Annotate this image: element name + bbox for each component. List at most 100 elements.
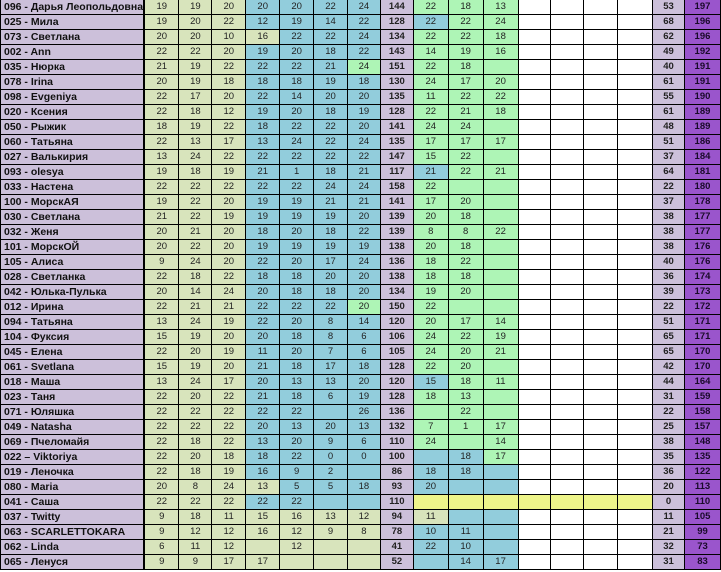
empty-score-cell[interactable] — [517, 329, 552, 345]
score-cell[interactable]: 19 — [447, 44, 484, 60]
empty-score-cell[interactable] — [517, 494, 552, 510]
score-cell[interactable]: 19 — [245, 194, 281, 210]
score-cell[interactable] — [412, 404, 449, 420]
empty-score-cell[interactable] — [583, 329, 619, 345]
empty-score-cell[interactable] — [517, 59, 552, 75]
participant-name-cell[interactable]: 049 - Natasha — [0, 419, 146, 435]
score-cell[interactable]: 18 — [178, 164, 213, 180]
subtotal-cell[interactable]: 134 — [379, 284, 414, 300]
score-cell[interactable]: 19 — [313, 239, 348, 255]
score-cell[interactable]: 20 — [412, 239, 449, 255]
score-cell[interactable]: 14 — [313, 14, 348, 30]
score-cell[interactable]: 19 — [143, 14, 180, 30]
total-cell[interactable]: 178 — [683, 194, 721, 210]
score-cell[interactable]: 13 — [143, 149, 180, 165]
empty-score-cell[interactable] — [617, 479, 654, 495]
score-cell[interactable]: 20 — [313, 89, 348, 105]
subtotal-cell[interactable]: 38 — [652, 434, 685, 450]
empty-score-cell[interactable] — [550, 314, 585, 330]
score-cell[interactable]: 18 — [211, 449, 247, 465]
empty-score-cell[interactable] — [617, 44, 654, 60]
score-cell[interactable]: 20 — [412, 479, 449, 495]
empty-score-cell[interactable] — [550, 269, 585, 285]
participant-name-cell[interactable]: 060 - Татьяна — [0, 134, 146, 150]
score-cell[interactable]: 21 — [482, 164, 519, 180]
empty-score-cell[interactable] — [617, 164, 654, 180]
total-cell[interactable]: 192 — [683, 44, 721, 60]
score-cell[interactable] — [482, 359, 519, 375]
empty-score-cell[interactable] — [583, 284, 619, 300]
empty-score-cell[interactable] — [583, 314, 619, 330]
score-cell[interactable]: 0 — [313, 449, 348, 465]
score-cell[interactable]: 20 — [279, 104, 315, 120]
subtotal-cell[interactable]: 120 — [379, 314, 414, 330]
score-cell[interactable]: 22 — [143, 104, 180, 120]
score-cell[interactable]: 18 — [447, 59, 484, 75]
empty-score-cell[interactable] — [617, 389, 654, 405]
total-cell[interactable]: 197 — [683, 0, 721, 15]
total-cell[interactable]: 176 — [683, 254, 721, 270]
total-cell[interactable]: 157 — [683, 419, 721, 435]
participant-name-cell[interactable]: 104 - Фуксия — [0, 329, 146, 345]
empty-score-cell[interactable] — [517, 464, 552, 480]
score-cell[interactable]: 18 — [143, 119, 180, 135]
score-cell[interactable]: 18 — [346, 359, 381, 375]
subtotal-cell[interactable]: 35 — [652, 449, 685, 465]
score-cell[interactable]: 22 — [143, 389, 180, 405]
subtotal-cell[interactable]: 53 — [652, 0, 685, 15]
participant-name-cell[interactable]: 063 - SCARLETTOKARA — [0, 524, 146, 540]
empty-score-cell[interactable] — [617, 74, 654, 90]
score-cell[interactable]: 19 — [178, 74, 213, 90]
empty-score-cell[interactable] — [517, 194, 552, 210]
score-cell[interactable]: 8 — [313, 329, 348, 345]
score-cell[interactable]: 6 — [346, 434, 381, 450]
empty-score-cell[interactable] — [550, 524, 585, 540]
participant-name-cell[interactable]: 080 - Maria — [0, 479, 146, 495]
score-cell[interactable]: 18 — [245, 74, 281, 90]
score-cell[interactable]: 9 — [143, 554, 180, 570]
empty-score-cell[interactable] — [617, 419, 654, 435]
score-cell[interactable]: 9 — [143, 524, 180, 540]
score-cell[interactable]: 9 — [279, 464, 315, 480]
subtotal-cell[interactable]: 78 — [379, 524, 414, 540]
score-cell[interactable]: 20 — [245, 374, 281, 390]
score-cell[interactable]: 14 — [447, 554, 484, 570]
score-cell[interactable]: 21 — [447, 104, 484, 120]
subtotal-cell[interactable]: 139 — [379, 224, 414, 240]
empty-score-cell[interactable] — [550, 284, 585, 300]
score-cell[interactable]: 5 — [313, 479, 348, 495]
score-cell[interactable]: 20 — [346, 209, 381, 225]
score-cell[interactable]: 22 — [447, 14, 484, 30]
participant-name-cell[interactable]: 050 - Рыжик — [0, 119, 146, 135]
subtotal-cell[interactable]: 86 — [379, 464, 414, 480]
score-cell[interactable]: 18 — [313, 44, 348, 60]
score-cell[interactable]: 18 — [447, 209, 484, 225]
score-cell[interactable]: 20 — [211, 359, 247, 375]
score-cell[interactable]: 8 — [313, 314, 348, 330]
score-cell[interactable] — [346, 539, 381, 555]
score-cell[interactable]: 22 — [211, 269, 247, 285]
participant-name-cell[interactable]: 022 – Viktoriya — [0, 449, 146, 465]
total-cell[interactable]: 159 — [683, 389, 721, 405]
score-cell[interactable]: 20 — [447, 194, 484, 210]
score-cell[interactable]: 15 — [245, 509, 281, 525]
empty-score-cell[interactable] — [517, 74, 552, 90]
score-cell[interactable]: 11 — [245, 344, 281, 360]
score-cell[interactable]: 20 — [143, 224, 180, 240]
participant-name-cell[interactable]: 073 - Светлана — [0, 29, 146, 45]
participant-name-cell[interactable]: 032 - Женя — [0, 224, 146, 240]
empty-score-cell[interactable] — [550, 0, 585, 15]
participant-name-cell[interactable]: 037 - Twitty — [0, 509, 146, 525]
score-cell[interactable]: 18 — [447, 269, 484, 285]
score-cell[interactable]: 22 — [313, 134, 348, 150]
subtotal-cell[interactable]: 32 — [652, 539, 685, 555]
subtotal-cell[interactable]: 37 — [652, 149, 685, 165]
subtotal-cell[interactable]: 61 — [652, 104, 685, 120]
score-cell[interactable]: 18 — [313, 104, 348, 120]
subtotal-cell[interactable]: 22 — [652, 179, 685, 195]
score-cell[interactable]: 12 — [178, 524, 213, 540]
score-cell[interactable]: 22 — [412, 299, 449, 315]
score-cell[interactable]: 18 — [447, 239, 484, 255]
total-cell[interactable]: 170 — [683, 359, 721, 375]
score-cell[interactable]: 24 — [346, 29, 381, 45]
